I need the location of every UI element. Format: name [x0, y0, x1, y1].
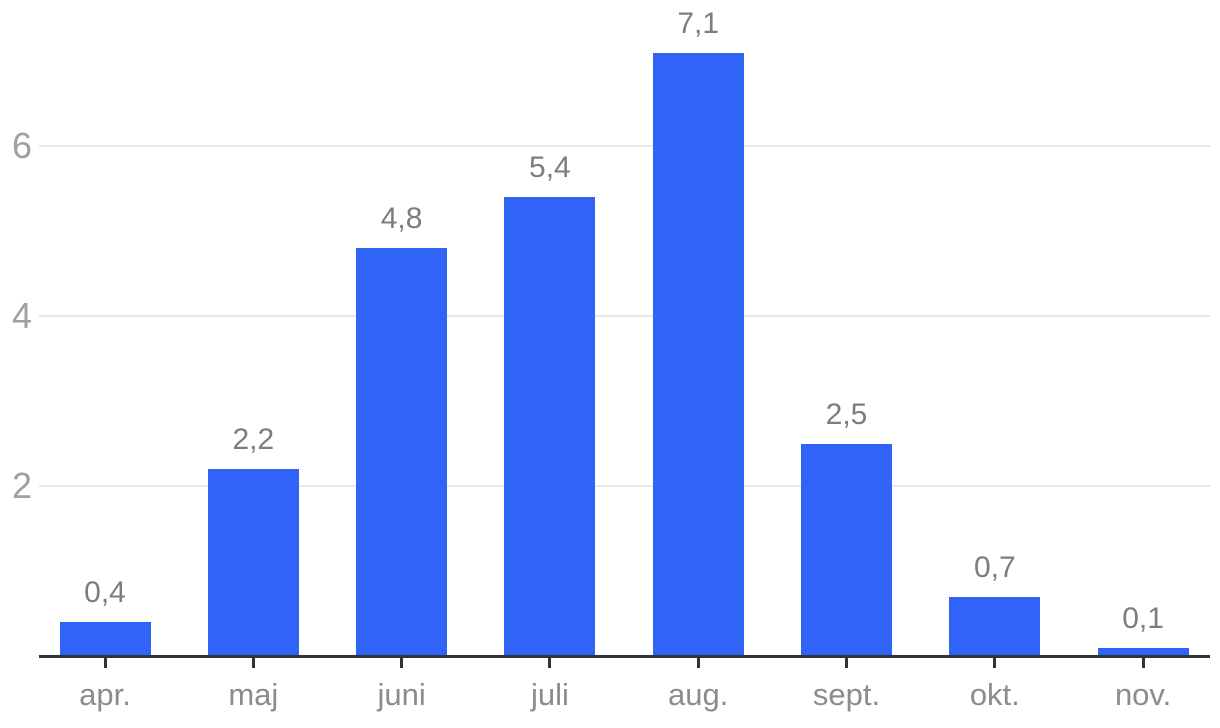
y-gridline [39, 145, 1210, 147]
x-axis-category-label: okt. [969, 677, 1020, 712]
y-gridline [39, 485, 1210, 487]
x-axis-tick [845, 657, 848, 668]
bar-value-label: 0,7 [973, 550, 1016, 584]
y-axis-tick-label: 2 [11, 465, 32, 506]
bar-value-label: 2,5 [825, 397, 868, 431]
x-axis-category-label: juli [530, 677, 569, 712]
bar-value-label: 7,1 [677, 6, 720, 40]
bar-apr[interactable] [59, 622, 151, 656]
bar-juli[interactable] [504, 197, 596, 656]
x-axis-category-label: sept. [812, 677, 881, 712]
bar-value-label: 2,2 [232, 423, 275, 456]
bar-value-label: 0,4 [84, 576, 126, 609]
x-axis-line [39, 654, 1210, 658]
x-axis-tick [103, 657, 107, 668]
x-axis-tick [548, 657, 552, 668]
x-axis-tick [251, 657, 255, 668]
bar-value-label: 0,1 [1122, 601, 1164, 635]
x-axis-tick [1141, 657, 1145, 668]
x-axis-category-label: juni [377, 677, 426, 712]
x-axis-tick [993, 657, 997, 668]
x-axis-category-label: aug. [668, 677, 729, 712]
bar-okt[interactable] [949, 596, 1041, 656]
y-axis-tick-label: 4 [11, 295, 32, 336]
x-axis-category-label: nov. [1114, 677, 1172, 712]
bar-juni[interactable] [356, 248, 448, 656]
x-axis-category-label: apr. [79, 677, 131, 712]
x-axis-category-label: maj [228, 677, 279, 712]
bar-value-label: 5,4 [529, 151, 571, 184]
x-axis-tick [696, 657, 700, 668]
y-gridline [39, 315, 1210, 317]
bar-value-label: 4,8 [380, 202, 423, 235]
bar-aug[interactable] [652, 52, 744, 656]
y-axis-tick-label: 6 [11, 125, 32, 166]
bar-sept[interactable] [801, 443, 892, 656]
bar-nov[interactable] [1097, 647, 1189, 656]
x-axis-tick [400, 657, 404, 668]
bar-maj[interactable] [207, 469, 299, 656]
